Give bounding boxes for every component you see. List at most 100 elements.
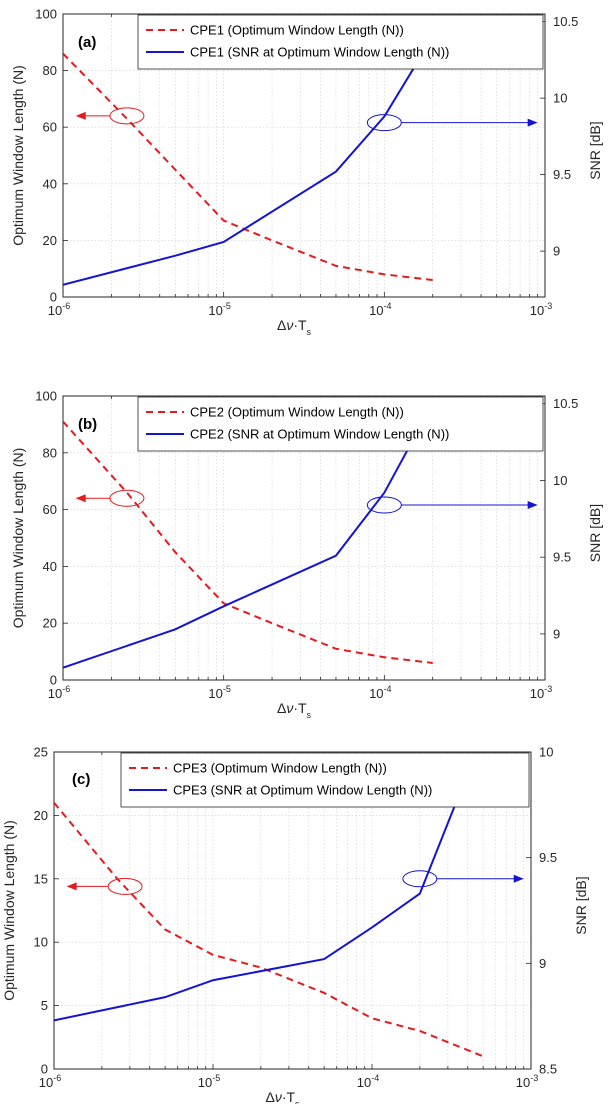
x-tick-base: 10 xyxy=(48,686,62,701)
y-left-axis-label: Optimum Window Length (N) xyxy=(10,448,26,629)
x-label-t: ·T xyxy=(282,1089,296,1104)
x-tick-label: 10-4 xyxy=(369,301,391,318)
x-tick-label: 10-4 xyxy=(369,684,391,701)
y-left-tick-label: 20 xyxy=(43,616,57,631)
x-tick-exponent: -5 xyxy=(223,301,231,311)
x-label-nu: ν xyxy=(275,1089,282,1104)
x-tick-label: 10-3 xyxy=(530,684,552,701)
x-label-sub: s xyxy=(307,327,312,337)
series-line-2 xyxy=(54,772,469,1022)
y-right-axis-label: SNR [dB] xyxy=(573,876,589,934)
y-right-tick-label: 10.5 xyxy=(553,396,578,411)
legend-label-2: CPE2 (SNR at Optimum Window Length (N)) xyxy=(190,427,449,442)
y-left-tick-label: 25 xyxy=(34,745,48,760)
y-left-axis-label: Optimum Window Length (N) xyxy=(10,65,26,246)
x-tick-base: 10 xyxy=(208,686,222,701)
legend-label-1: CPE1 (Optimum Window Length (N)) xyxy=(190,23,404,38)
series-line-1 xyxy=(63,52,433,282)
y-right-tick-label: 10 xyxy=(539,745,553,760)
y-left-tick-label: 10 xyxy=(34,935,48,950)
x-tick-exponent: -6 xyxy=(62,684,70,694)
x-tick-exponent: -4 xyxy=(384,301,392,311)
y-left-tick-label: 20 xyxy=(43,233,57,248)
plot-frame xyxy=(62,13,546,298)
y-right-axis-label: SNR [dB] xyxy=(587,504,603,562)
x-tick-label: 10-6 xyxy=(48,301,70,318)
y-right-tick-label: 10 xyxy=(553,91,567,106)
y-left-tick-label: 100 xyxy=(35,389,57,404)
x-label-t: ·T xyxy=(293,317,307,333)
x-tick-label: 10-5 xyxy=(208,301,230,318)
y-left-tick-label: 100 xyxy=(35,7,57,22)
y-left-tick-label: 0 xyxy=(50,673,57,688)
x-tick-label: 10-5 xyxy=(198,1073,220,1090)
x-tick-label: 10-5 xyxy=(208,684,230,701)
x-tick-base: 10 xyxy=(48,303,62,318)
annotation-arrowhead xyxy=(527,118,538,127)
x-tick-exponent: -3 xyxy=(544,684,552,694)
legend-label-1: CPE3 (Optimum Window Length (N)) xyxy=(173,761,387,776)
annotation-arrowhead xyxy=(513,874,524,883)
x-tick-exponent: -4 xyxy=(371,1073,379,1083)
annotation-ellipse xyxy=(109,489,145,507)
x-label-delta: Δ xyxy=(277,700,286,716)
annotation-arrowhead xyxy=(66,882,77,891)
x-tick-exponent: -3 xyxy=(530,1073,538,1083)
annotation-arrowhead xyxy=(75,494,86,503)
x-tick-label: 10-6 xyxy=(39,1073,61,1090)
y-left-tick-label: 40 xyxy=(43,559,57,574)
y-right-tick-label: 9.5 xyxy=(553,550,571,565)
x-tick-exponent: -3 xyxy=(544,301,552,311)
y-right-tick-label: 10 xyxy=(553,473,567,488)
x-tick-base: 10 xyxy=(357,1075,371,1090)
y-left-tick-label: 60 xyxy=(43,502,57,517)
plot-frame xyxy=(62,395,546,681)
y-left-tick-label: 80 xyxy=(43,445,57,460)
y-right-tick-label: 9.5 xyxy=(539,850,557,865)
x-axis-label: Δν·Ts xyxy=(265,1089,300,1104)
y-left-tick-label: 20 xyxy=(34,808,48,823)
y-left-axis-label: Optimum Window Length (N) xyxy=(1,820,17,1001)
y-right-tick-label: 8.5 xyxy=(539,1062,557,1077)
x-label-delta: Δ xyxy=(277,317,286,333)
x-axis-label: Δν·Ts xyxy=(277,700,312,720)
plot-frame xyxy=(53,751,532,1070)
y-right-tick-label: 9.5 xyxy=(553,167,571,182)
x-tick-base: 10 xyxy=(530,686,544,701)
x-tick-base: 10 xyxy=(369,303,383,318)
x-label-delta: Δ xyxy=(265,1089,274,1104)
x-label-nu: ν xyxy=(286,700,293,716)
y-left-tick-label: 60 xyxy=(43,120,57,135)
y-right-tick-label: 9 xyxy=(553,626,560,641)
y-left-tick-label: 40 xyxy=(43,176,57,191)
chart-panel-2: 10-6 10-5 10-4 10-302040608010099.51010.5Δν… xyxy=(10,389,603,721)
chart-panel-1: 10-6 10-5 10-4 10-302040608010099.51010.5Δν… xyxy=(10,7,603,338)
x-tick-base: 10 xyxy=(369,686,383,701)
annotation-arrowhead xyxy=(527,500,538,509)
y-right-tick-label: 9 xyxy=(539,956,546,971)
x-tick-base: 10 xyxy=(39,1075,53,1090)
legend-label-2: CPE3 (SNR at Optimum Window Length (N)) xyxy=(173,783,432,798)
chart-panel-3: 10-6 10-5 10-4 10-305101520258.599.510Δν·Ts… xyxy=(1,745,589,1104)
x-tick-base: 10 xyxy=(530,303,544,318)
series-line-2 xyxy=(63,403,434,669)
y-left-tick-label: 5 xyxy=(41,998,48,1013)
panel-label: (c) xyxy=(72,771,90,788)
x-tick-base: 10 xyxy=(208,303,222,318)
x-axis-label: Δν·Ts xyxy=(277,317,312,337)
series-line-2 xyxy=(63,36,434,286)
y-left-tick-label: 15 xyxy=(34,871,48,886)
x-label-sub: s xyxy=(295,1099,300,1104)
x-tick-label: 10-3 xyxy=(530,301,552,318)
x-tick-exponent: -6 xyxy=(53,1073,61,1083)
x-tick-label: 10-3 xyxy=(516,1073,538,1090)
x-tick-exponent: -5 xyxy=(212,1073,220,1083)
x-tick-exponent: -6 xyxy=(62,301,70,311)
x-label-t: ·T xyxy=(293,700,307,716)
legend-box xyxy=(137,14,544,70)
x-tick-exponent: -5 xyxy=(223,684,231,694)
x-tick-base: 10 xyxy=(516,1075,530,1090)
x-tick-label: 10-6 xyxy=(48,684,70,701)
x-label-sub: s xyxy=(307,710,312,720)
